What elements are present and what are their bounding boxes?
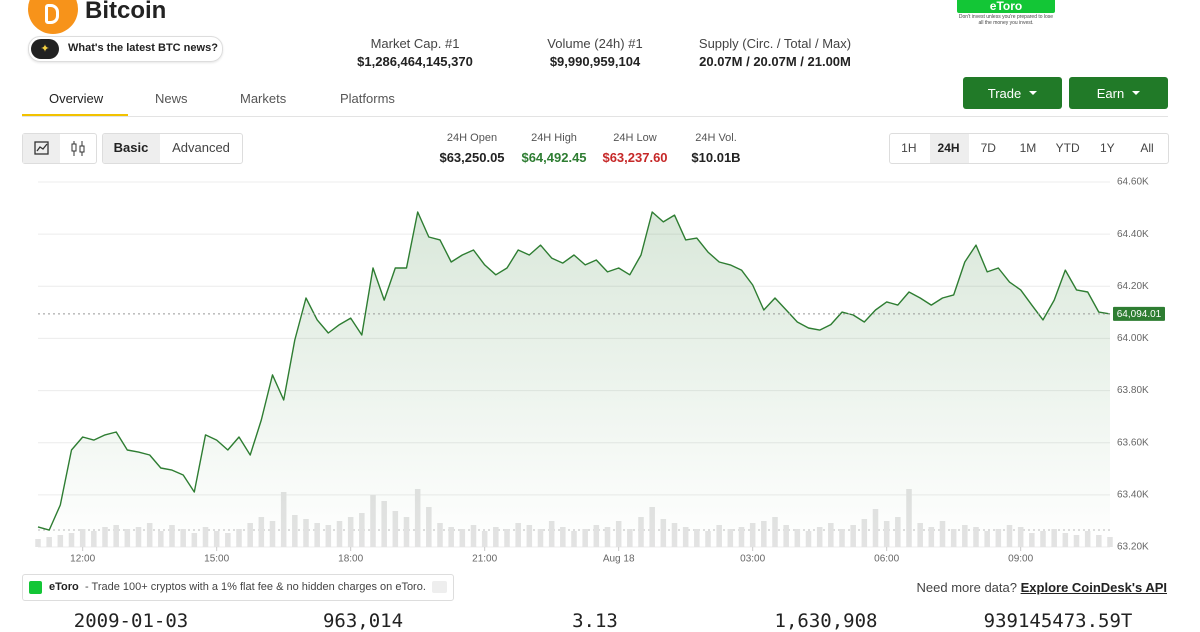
footer-ad-brand[interactable]: eToro xyxy=(49,581,79,593)
api-prompt: Need more data? xyxy=(916,580,1017,595)
action-button[interactable]: Trade xyxy=(963,77,1062,109)
price-area xyxy=(38,212,1110,547)
day-stat-label: 24H Open xyxy=(446,132,498,144)
news-prompt[interactable]: What's the latest BTC news? xyxy=(68,42,218,54)
stat-label: Supply (Circ. / Total / Max) xyxy=(698,36,852,51)
day-stat-label: 24H Low xyxy=(613,132,657,144)
tab-divider xyxy=(22,116,1168,117)
news-pill[interactable]: ✦ What's the latest BTC news? xyxy=(28,36,223,62)
range-button[interactable]: YTD xyxy=(1055,141,1080,155)
x-tick-label: 03:00 xyxy=(740,554,765,565)
coin-title: Bitcoin xyxy=(85,0,167,24)
stat-label: Volume (24h) #1 xyxy=(547,36,643,51)
y-tick-label: 63.40K xyxy=(1117,489,1149,500)
range-button[interactable]: 1H xyxy=(901,141,917,155)
ad-disclaimer: Don't invest unless you're prepared to l… xyxy=(958,14,1054,26)
x-tick-label: 15:00 xyxy=(204,554,229,565)
x-tick-label: 06:00 xyxy=(874,554,899,565)
range-selector xyxy=(889,133,1169,164)
api-promo: Need more data? Explore CoinDesk's API xyxy=(917,580,1167,595)
day-stat-value: $10.01B xyxy=(691,150,741,165)
ad-brand[interactable]: eToro xyxy=(989,0,1023,13)
x-tick-label: Aug 18 xyxy=(603,554,635,565)
y-tick-label: 63.60K xyxy=(1117,437,1149,448)
tab[interactable]: Platforms xyxy=(340,91,395,106)
range-button[interactable]: All xyxy=(1140,141,1154,155)
footer-ad[interactable]: eToro - Trade 100+ cryptos with a 1% fla… xyxy=(22,574,454,601)
price-line xyxy=(37,211,1111,531)
x-tick-label: 09:00 xyxy=(1008,554,1033,565)
view-mode[interactable]: Advanced xyxy=(172,140,230,155)
y-tick-label: 64.20K xyxy=(1117,281,1149,292)
y-tick-label: 64.40K xyxy=(1117,229,1149,240)
x-tick-label: 18:00 xyxy=(338,554,363,565)
summary-value: 1,630,908 xyxy=(774,610,878,632)
range-button[interactable]: 7D xyxy=(980,141,996,155)
caret[interactable] xyxy=(1029,91,1038,95)
y-tick-label: 64.60K xyxy=(1117,177,1149,188)
summary-value: 3.13 xyxy=(572,610,618,632)
tab[interactable]: Markets xyxy=(240,91,287,106)
view-mode-toggle xyxy=(102,133,243,164)
day-stat-label: 24H High xyxy=(531,132,577,144)
y-tick-label: 63.80K xyxy=(1117,385,1149,396)
stat-value: 20.07M / 20.07M / 21.00M xyxy=(699,54,851,69)
button-label[interactable]: Trade xyxy=(987,85,1022,101)
footer-ad-text[interactable]: - Trade 100+ cryptos with a 1% flat fee … xyxy=(85,581,426,593)
y-tick-label: 64.00K xyxy=(1117,333,1149,344)
caret[interactable] xyxy=(1132,91,1141,95)
x-tick-label: 12:00 xyxy=(70,554,95,565)
tab[interactable]: Overview xyxy=(49,91,104,106)
day-stat-value: $63,237.60 xyxy=(602,150,668,165)
range-button[interactable]: 1Y xyxy=(1100,141,1115,155)
day-stat-label: 24H Vol. xyxy=(695,132,737,144)
api-link[interactable]: Explore CoinDesk's API xyxy=(1020,580,1167,595)
day-stat-value: $63,250.05 xyxy=(439,150,505,165)
x-tick-label: 21:00 xyxy=(472,554,497,565)
stat-value: $1,286,464,145,370 xyxy=(357,54,473,69)
button-label[interactable]: Earn xyxy=(1096,85,1125,101)
candle-chart-button[interactable] xyxy=(60,134,96,163)
summary-value: 2009-01-03 xyxy=(73,610,189,632)
range-button[interactable]: 1M xyxy=(1019,141,1037,155)
summary-value: 939145473.59T xyxy=(983,610,1133,632)
stat-value: $9,990,959,104 xyxy=(549,54,641,69)
last-price-badge xyxy=(1113,306,1165,321)
summary-value: 963,014 xyxy=(322,610,404,632)
last-price-label: 64,094.01 xyxy=(1117,309,1162,320)
chart-type-toggle xyxy=(22,133,97,164)
range-button[interactable]: 24H xyxy=(937,141,960,155)
day-stat-value: $64,492.45 xyxy=(521,150,587,165)
stat-label: Market Cap. #1 xyxy=(370,36,460,51)
action-button[interactable]: Earn xyxy=(1069,77,1168,109)
tab[interactable]: News xyxy=(155,91,188,106)
view-mode[interactable]: Basic xyxy=(113,140,149,155)
active-tab-underline xyxy=(22,114,128,116)
line-chart-button[interactable] xyxy=(23,134,60,163)
y-tick-label: 63.20K xyxy=(1117,542,1149,553)
ad-banner[interactable]: eToro xyxy=(957,0,1055,13)
